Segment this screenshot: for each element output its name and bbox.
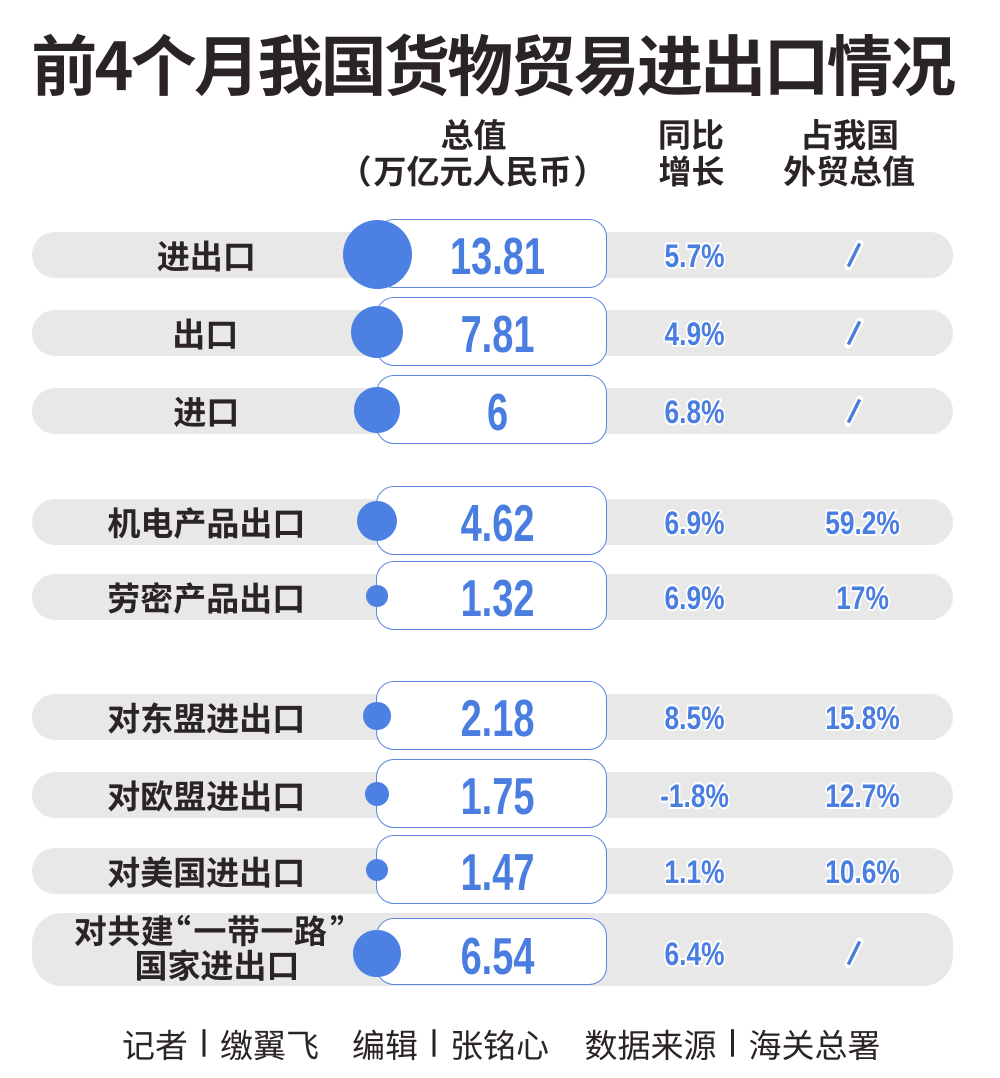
svg-text:4.62: 4.62 bbox=[461, 494, 535, 552]
svg-text:6.9%: 6.9% bbox=[665, 505, 725, 541]
svg-text:59.2%: 59.2% bbox=[825, 505, 900, 541]
svg-text:6.54: 6.54 bbox=[461, 927, 535, 985]
svg-text:4.9%: 4.9% bbox=[665, 316, 725, 352]
svg-text:8.5%: 8.5% bbox=[665, 700, 725, 736]
svg-text:7.81: 7.81 bbox=[461, 305, 535, 363]
svg-text:15.8%: 15.8% bbox=[825, 700, 900, 736]
svg-text:1.75: 1.75 bbox=[461, 767, 535, 825]
svg-text:17%: 17% bbox=[836, 580, 889, 616]
svg-text:1.1%: 1.1% bbox=[665, 854, 725, 890]
svg-text:2.18: 2.18 bbox=[461, 689, 535, 747]
svg-text:10.6%: 10.6% bbox=[825, 854, 900, 890]
svg-text:5.7%: 5.7% bbox=[665, 238, 725, 274]
svg-text:6.8%: 6.8% bbox=[665, 394, 725, 430]
svg-text:13.81: 13.81 bbox=[450, 227, 545, 285]
svg-text:6.9%: 6.9% bbox=[665, 580, 725, 616]
svg-text:6.4%: 6.4% bbox=[665, 936, 725, 972]
svg-text:1.32: 1.32 bbox=[461, 569, 535, 627]
svg-text:6: 6 bbox=[487, 383, 508, 441]
svg-text:-1.8%: -1.8% bbox=[660, 778, 729, 814]
svg-text:1.47: 1.47 bbox=[461, 843, 535, 901]
svg-text:12.7%: 12.7% bbox=[825, 778, 900, 814]
